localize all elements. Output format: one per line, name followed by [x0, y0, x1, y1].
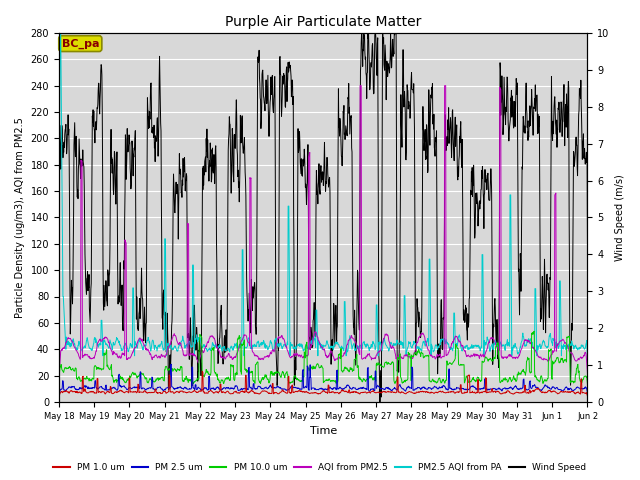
Text: BC_pa: BC_pa — [61, 38, 99, 49]
Title: Purple Air Particulate Matter: Purple Air Particulate Matter — [225, 15, 421, 29]
Y-axis label: Particle Density (ug/m3), AQI from PM2.5: Particle Density (ug/m3), AQI from PM2.5 — [15, 117, 25, 318]
Y-axis label: Wind Speed (m/s): Wind Speed (m/s) — [615, 174, 625, 261]
Legend: PM 1.0 um, PM 2.5 um, PM 10.0 um, AQI from PM2.5, PM2.5 AQI from PA, Wind Speed: PM 1.0 um, PM 2.5 um, PM 10.0 um, AQI fr… — [50, 459, 590, 476]
X-axis label: Time: Time — [310, 426, 337, 436]
